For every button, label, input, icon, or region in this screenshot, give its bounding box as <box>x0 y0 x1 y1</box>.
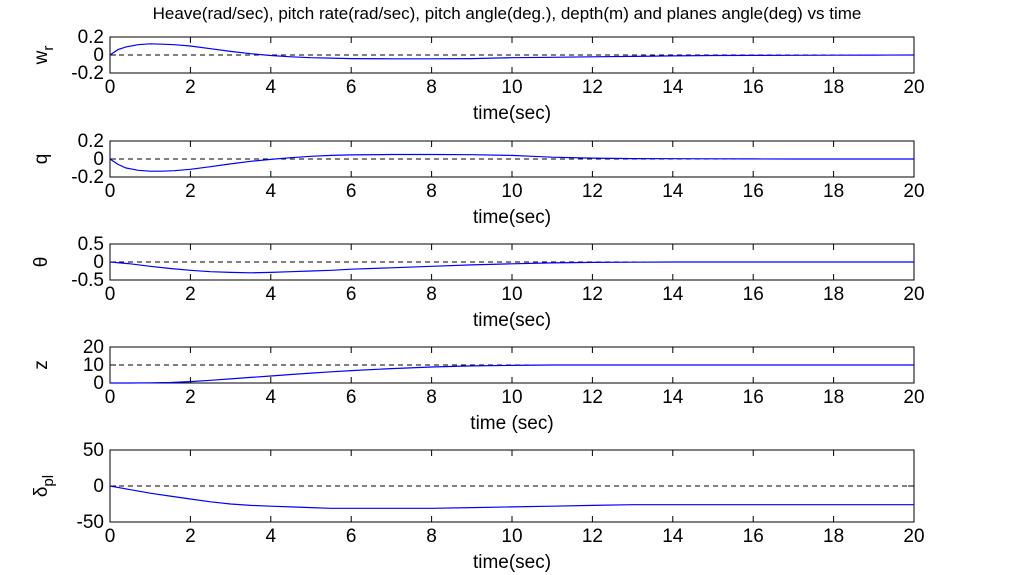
x-tick-label: 4 <box>266 387 277 408</box>
x-tick-label: 16 <box>743 526 764 547</box>
x-tick-label: 14 <box>662 181 684 202</box>
x-tick-label: 2 <box>185 77 196 98</box>
y-tick-label: 0 <box>93 45 104 66</box>
x-tick-label: 8 <box>426 181 437 202</box>
x-tick-label: 12 <box>582 526 603 547</box>
x-tick-label: 6 <box>346 77 357 98</box>
x-tick-label: 20 <box>903 526 924 547</box>
y-tick-label: -0.2 <box>71 63 104 84</box>
y-tick-label: -0.5 <box>71 270 104 291</box>
y-tick-label: -50 <box>77 512 104 533</box>
x-tick-label: 0 <box>105 526 116 547</box>
x-tick-label: 18 <box>823 77 844 98</box>
y-tick-label: 0.2 <box>78 27 104 48</box>
y-tick-label: 10 <box>83 355 104 376</box>
x-tick-label: 4 <box>266 77 277 98</box>
x-tick-label: 8 <box>426 526 437 547</box>
x-tick-label: 12 <box>582 387 603 408</box>
x-tick-label: 14 <box>662 387 684 408</box>
x-tick-label: 8 <box>426 77 437 98</box>
y-axis-label: θ <box>31 257 52 268</box>
y-tick-label: 20 <box>83 337 104 358</box>
x-tick-label: 2 <box>185 284 196 305</box>
x-tick-label: 10 <box>501 77 522 98</box>
x-tick-label: 18 <box>823 284 844 305</box>
x-tick-label: 12 <box>582 284 603 305</box>
x-tick-label: 14 <box>662 526 684 547</box>
series-line <box>109 153 914 172</box>
x-tick-label: 6 <box>346 387 357 408</box>
x-tick-label: 2 <box>185 387 196 408</box>
x-tick-label: 18 <box>823 387 844 408</box>
x-tick-label: 10 <box>501 181 522 202</box>
figure-title: Heave(rad/sec), pitch rate(rad/sec), pit… <box>153 4 862 23</box>
x-tick-label: 4 <box>266 284 277 305</box>
x-tick-label: 12 <box>582 181 603 202</box>
x-tick-label: 14 <box>662 284 684 305</box>
x-tick-label: 0 <box>105 387 116 408</box>
series-line <box>110 364 914 384</box>
y-tick-label: 0.5 <box>78 234 104 255</box>
x-tick-label: 10 <box>501 387 522 408</box>
series-line <box>109 261 914 274</box>
x-tick-label: 14 <box>662 77 684 98</box>
x-tick-label: 6 <box>346 284 357 305</box>
y-tick-label: 0 <box>93 149 104 170</box>
x-tick-label: 18 <box>823 181 844 202</box>
x-tick-label: 4 <box>266 526 277 547</box>
series-line <box>109 485 914 509</box>
y-axis-label-subscript: pl <box>40 475 57 487</box>
y-tick-label: 0.2 <box>78 131 104 152</box>
y-axis-label: z <box>31 360 52 370</box>
x-tick-label: 16 <box>743 77 764 98</box>
x-tick-label: 20 <box>903 284 924 305</box>
x-tick-label: 8 <box>426 387 437 408</box>
y-tick-label: 0 <box>93 373 104 394</box>
y-tick-label: 0 <box>93 476 104 497</box>
x-tick-label: 16 <box>743 284 764 305</box>
x-tick-label: 10 <box>501 526 522 547</box>
x-axis-label: time(sec) <box>473 552 551 573</box>
y-tick-label: -0.2 <box>71 167 104 188</box>
x-tick-label: 6 <box>346 526 357 547</box>
x-tick-label: 6 <box>346 181 357 202</box>
x-tick-label: 0 <box>105 77 116 98</box>
x-tick-label: 16 <box>743 387 764 408</box>
x-tick-label: 20 <box>903 387 924 408</box>
x-tick-label: 20 <box>903 181 924 202</box>
series-line <box>109 43 915 60</box>
x-tick-label: 12 <box>582 77 603 98</box>
x-tick-label: 0 <box>105 284 116 305</box>
y-tick-label: 0 <box>93 252 104 273</box>
y-tick-label: 50 <box>83 440 104 461</box>
x-tick-label: 20 <box>903 77 924 98</box>
x-axis-label: time(sec) <box>473 207 551 228</box>
x-tick-label: 2 <box>185 181 196 202</box>
x-axis-label: time (sec) <box>470 413 553 434</box>
y-axis-label-subscript: r <box>40 46 57 51</box>
x-axis-label: time(sec) <box>473 310 551 331</box>
x-tick-label: 18 <box>823 526 844 547</box>
y-axis-label: q <box>31 154 52 165</box>
x-tick-label: 16 <box>743 181 764 202</box>
x-tick-label: 4 <box>266 181 277 202</box>
x-tick-label: 8 <box>426 284 437 305</box>
x-tick-label: 2 <box>185 526 196 547</box>
x-tick-label: 0 <box>105 181 116 202</box>
x-tick-label: 10 <box>501 284 522 305</box>
x-axis-label: time(sec) <box>473 103 551 124</box>
